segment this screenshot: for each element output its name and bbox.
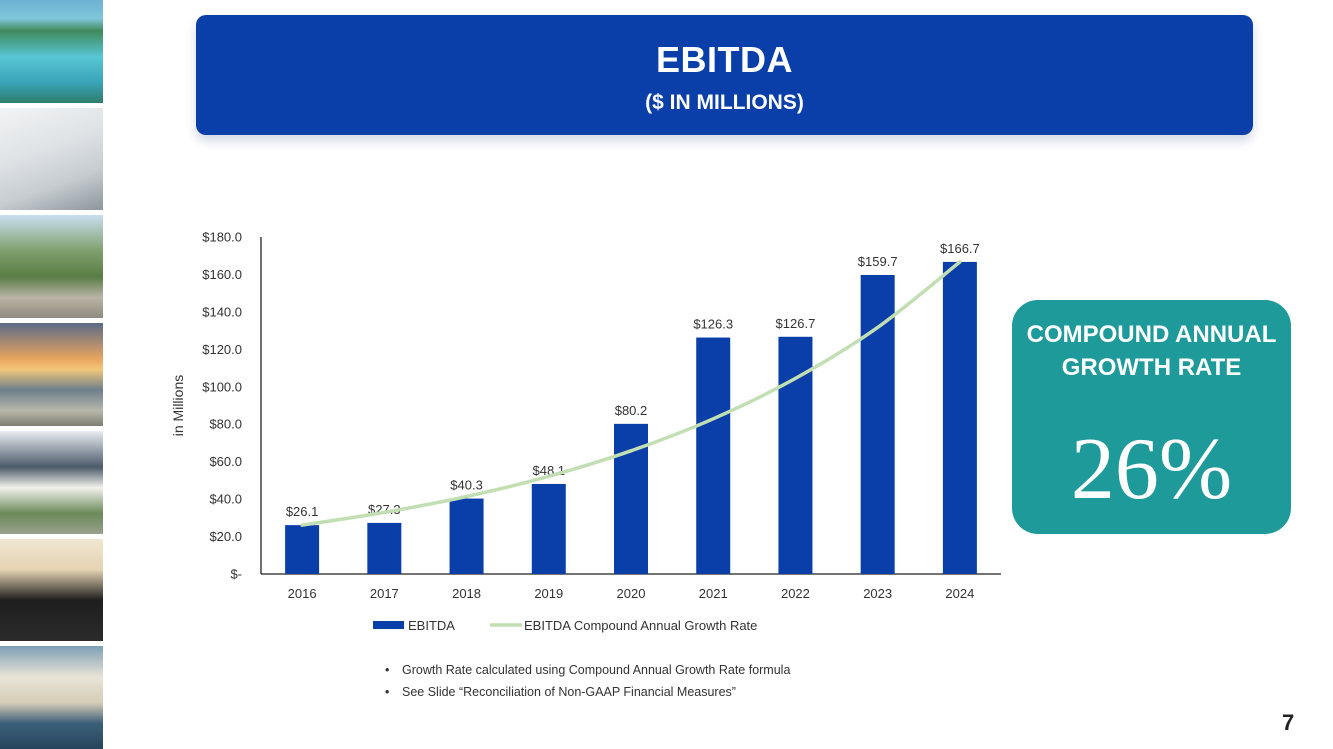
bar-data-label: $26.1 xyxy=(286,504,319,519)
bar-data-label: $159.7 xyxy=(858,254,898,269)
bar-2023 xyxy=(860,275,895,574)
y-tick-label: $140.0 xyxy=(202,304,242,319)
footnote-growth-rate: Growth Rate calculated using Compound An… xyxy=(385,661,790,683)
bar-data-label: $166.7 xyxy=(940,241,980,256)
cagr-trend-line xyxy=(300,260,962,527)
beach-umbrella-chairs-photo xyxy=(0,646,103,749)
y-tick-label: $160.0 xyxy=(202,267,242,282)
footnotes: Growth Rate calculated using Compound An… xyxy=(385,661,790,705)
bar-2024 xyxy=(942,261,977,574)
cagr-label: COMPOUND ANNUAL GROWTH RATE xyxy=(1026,321,1277,381)
page-number: 7 xyxy=(1282,710,1295,735)
bar-data-label: $126.3 xyxy=(693,317,733,332)
y-tick-label: $40.0 xyxy=(209,492,242,507)
bar-2022 xyxy=(778,336,813,574)
header-banner: EBITDA ($ IN MILLIONS) xyxy=(196,15,1253,135)
bar-data-label: $126.7 xyxy=(776,316,816,331)
x-tick-label: 2024 xyxy=(945,586,974,601)
living-room-photo xyxy=(0,107,103,211)
bar-data-label: $80.2 xyxy=(615,403,648,418)
y-tick-label: $180.0 xyxy=(202,230,242,245)
beach-town-sunset-photo xyxy=(0,323,103,426)
bar-2020 xyxy=(614,423,648,574)
cagr-value: 26% xyxy=(1070,421,1233,518)
x-tick-label: 2018 xyxy=(452,586,481,601)
y-tick-label: $80.0 xyxy=(209,417,242,432)
x-tick-label: 2017 xyxy=(370,586,399,601)
bar-2018 xyxy=(449,498,484,574)
legend-label-ebitda: EBITDA xyxy=(408,618,455,633)
page-title: EBITDA xyxy=(656,39,793,80)
y-tick-label: $20.0 xyxy=(209,529,242,544)
bar-2019 xyxy=(531,483,566,574)
x-tick-label: 2020 xyxy=(617,586,646,601)
bar-2016 xyxy=(285,525,320,574)
x-tick-label: 2016 xyxy=(288,586,317,601)
page-subtitle: ($ IN MILLIONS) xyxy=(645,91,804,114)
x-tick-label: 2023 xyxy=(863,586,892,601)
house-scooter-photo xyxy=(0,430,103,534)
legend-label-cagr: EBITDA Compound Annual Growth Rate xyxy=(524,618,757,633)
bar-2021 xyxy=(696,337,731,574)
bar-data-label: $40.3 xyxy=(450,478,483,493)
bicycle-riders-photo xyxy=(0,215,103,319)
legend-swatch-ebitda xyxy=(373,621,404,629)
y-tick-label: $100.0 xyxy=(202,379,242,394)
footnote-non-gaap: See Slide “Reconciliation of Non-GAAP Fi… xyxy=(385,683,790,705)
photo-strip xyxy=(0,0,103,749)
x-tick-label: 2021 xyxy=(699,586,728,601)
x-tick-label: 2019 xyxy=(534,586,563,601)
x-tick-label: 2022 xyxy=(781,586,810,601)
bar-2017 xyxy=(367,522,402,574)
server-with-drinks-photo xyxy=(0,538,103,642)
y-tick-label: $120.0 xyxy=(202,342,242,357)
ebitda-chart: $- $20.0 $40.0 $60.0 $80.0 $100.0 $120.0 $140.0… xyxy=(170,230,1001,633)
y-tick-label: $- xyxy=(230,567,242,582)
resort-pool-photo xyxy=(0,0,103,103)
y-axis-title: in Millions xyxy=(170,375,186,436)
y-tick-label: $60.0 xyxy=(209,454,242,469)
cagr-callout: COMPOUND ANNUAL GROWTH RATE 26% xyxy=(1012,300,1291,534)
